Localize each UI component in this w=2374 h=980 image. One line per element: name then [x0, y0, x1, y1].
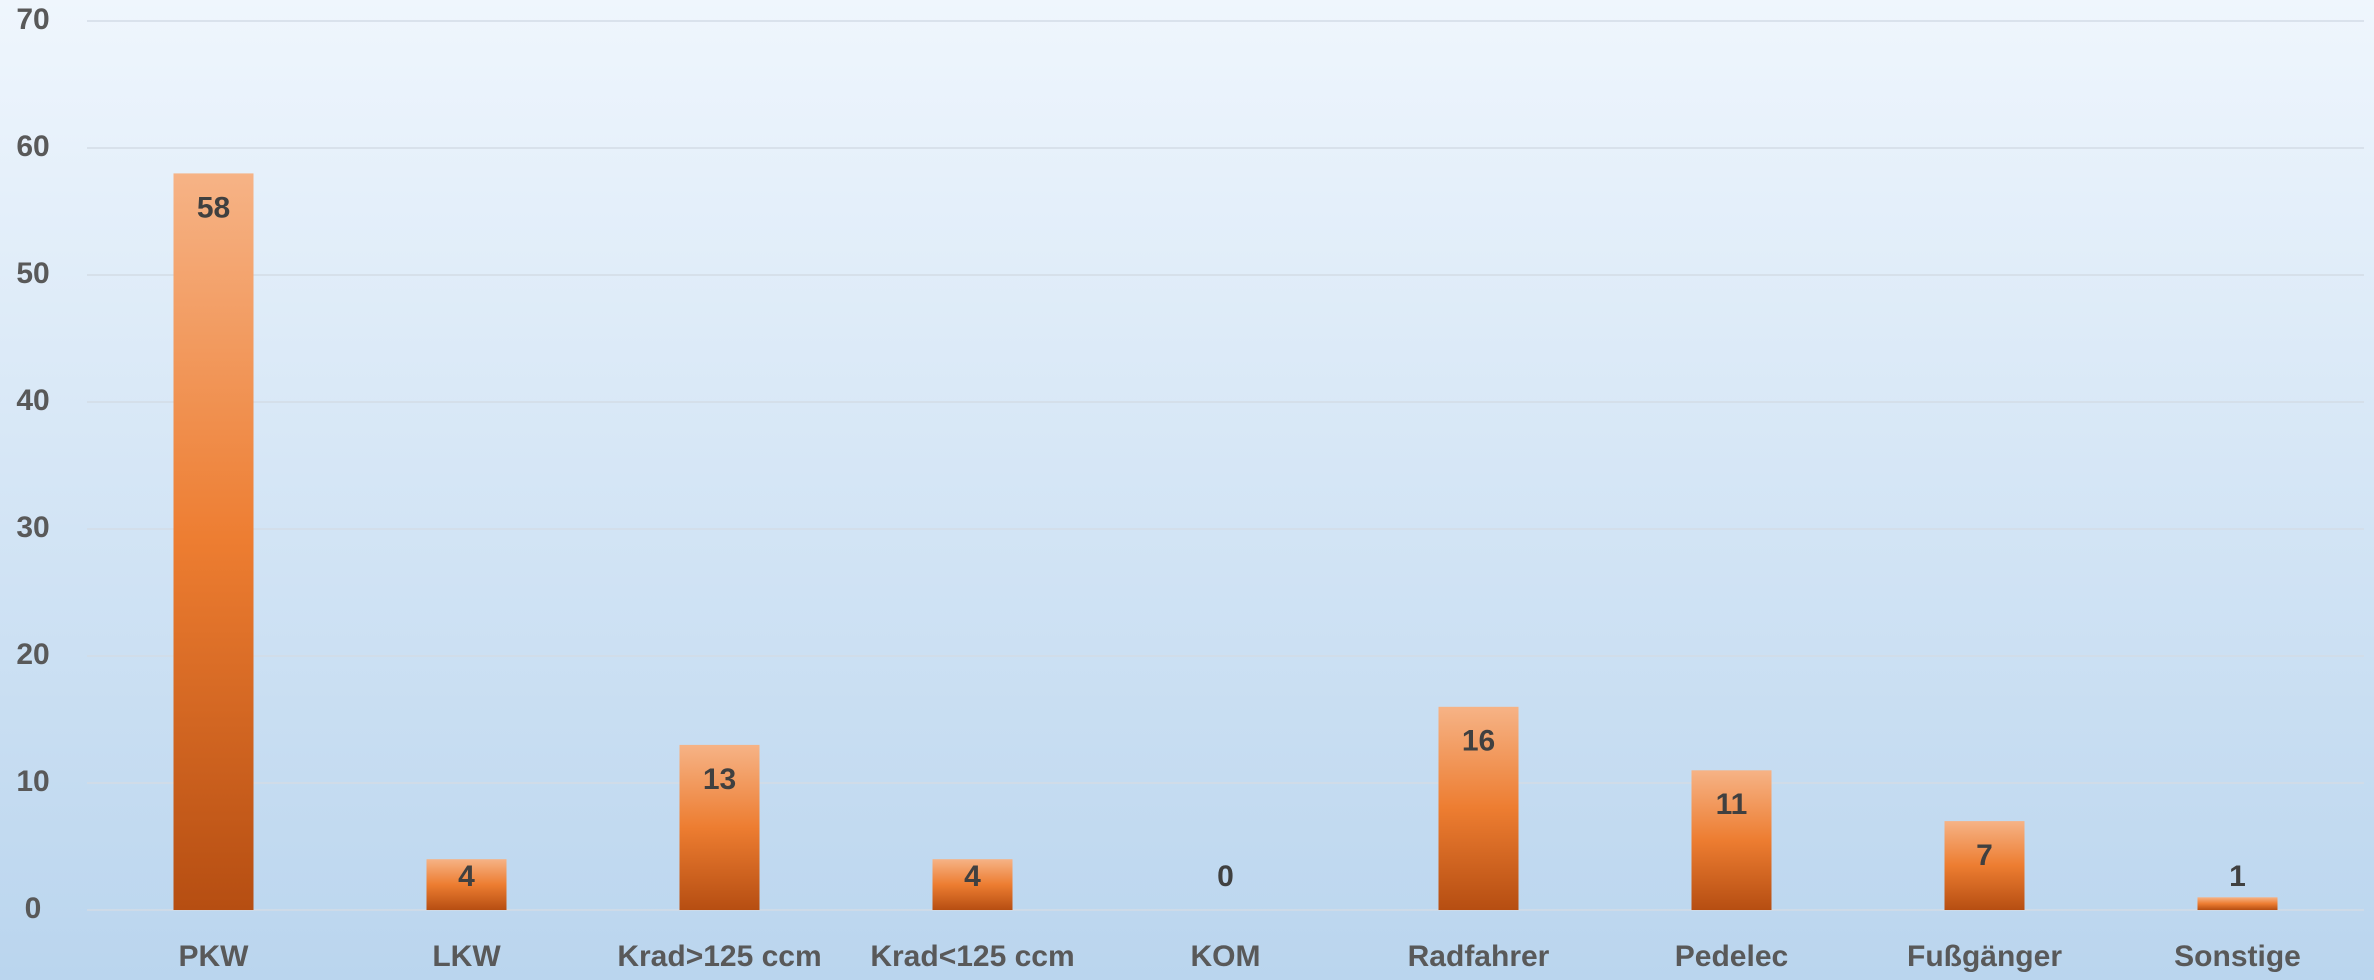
bar [1691, 770, 1772, 910]
y-tick-label: 60 [16, 130, 49, 163]
data-label: 13 [703, 763, 736, 796]
y-tick-label: 30 [16, 511, 49, 544]
x-tick-label: Sonstige [2174, 940, 2301, 973]
x-tick-label: PKW [179, 940, 250, 973]
x-tick-label: Pedelec [1675, 940, 1788, 973]
bar [173, 173, 254, 910]
y-tick-label: 20 [16, 638, 49, 671]
y-tick-label: 70 [16, 3, 49, 36]
bar [679, 744, 760, 910]
x-tick-label: LKW [432, 940, 501, 973]
data-label: 1 [2229, 860, 2246, 893]
data-label: 7 [1976, 839, 1993, 872]
bar [932, 859, 1013, 910]
bar [426, 859, 507, 910]
data-label: 4 [964, 860, 981, 893]
x-tick-label: Radfahrer [1408, 940, 1550, 973]
y-tick-label: 0 [25, 892, 42, 925]
data-label: 4 [458, 860, 475, 893]
x-tick-label: Krad<125 ccm [870, 940, 1074, 973]
bar [1438, 706, 1519, 910]
x-tick-label: Fußgänger [1907, 940, 2062, 973]
x-tick-label: Krad>125 ccm [617, 940, 821, 973]
y-tick-label: 50 [16, 257, 49, 290]
data-label: 58 [197, 191, 230, 224]
data-label: 0 [1217, 860, 1234, 893]
x-tick-label: KOM [1191, 940, 1261, 973]
data-label: 11 [1716, 788, 1748, 821]
y-tick-label: 10 [16, 765, 49, 798]
bar [1944, 821, 2025, 910]
bar [2197, 897, 2278, 910]
data-label: 16 [1462, 725, 1495, 758]
y-tick-label: 40 [16, 384, 49, 417]
